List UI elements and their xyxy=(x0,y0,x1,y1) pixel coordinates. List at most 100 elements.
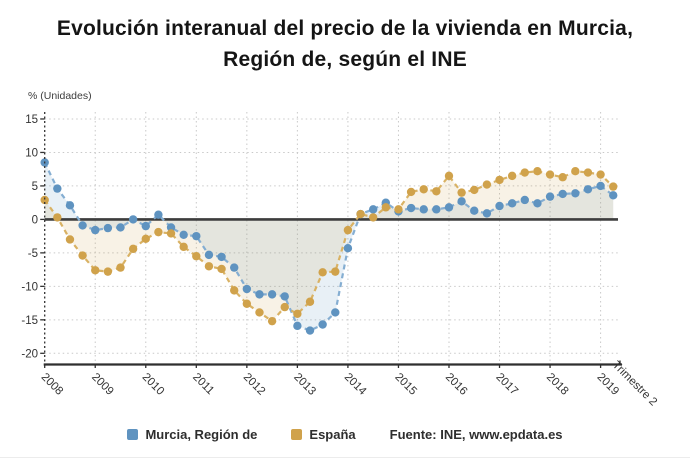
espana-data-point[interactable] xyxy=(381,203,391,212)
espana-data-point[interactable] xyxy=(571,166,580,176)
espana-data-point[interactable] xyxy=(444,171,454,181)
espana-data-point[interactable] xyxy=(356,209,365,219)
espana-data-point[interactable] xyxy=(305,297,315,306)
espana-data-point[interactable] xyxy=(343,225,353,235)
espana-data-point[interactable] xyxy=(507,171,517,181)
espana-data-point[interactable] xyxy=(179,242,188,252)
murcia-data-point[interactable] xyxy=(53,184,62,193)
espana-data-point[interactable] xyxy=(192,252,201,261)
murcia-data-point[interactable] xyxy=(571,189,580,198)
murcia-data-point[interactable] xyxy=(242,284,252,294)
espana-data-point[interactable] xyxy=(406,187,416,197)
espana-data-point[interactable] xyxy=(255,308,264,317)
murcia-data-point[interactable] xyxy=(128,215,138,224)
espana-data-point[interactable] xyxy=(495,175,504,185)
espana-data-point[interactable] xyxy=(141,234,150,244)
espana-data-point[interactable] xyxy=(394,205,403,214)
espana-data-point[interactable] xyxy=(331,267,340,276)
espana-data-point[interactable] xyxy=(91,266,100,275)
x-axis-tick-label: 2015 xyxy=(392,371,419,398)
espana-data-point[interactable] xyxy=(533,166,542,176)
y-axis-tick-label: 5 xyxy=(32,181,38,193)
espana-data-point[interactable] xyxy=(293,309,302,318)
murcia-data-point[interactable] xyxy=(507,199,517,208)
murcia-data-point[interactable] xyxy=(179,230,188,239)
murcia-data-point[interactable] xyxy=(293,321,302,331)
espana-data-point[interactable] xyxy=(482,180,492,189)
murcia-data-point[interactable] xyxy=(545,192,555,201)
espana-data-point[interactable] xyxy=(368,213,378,222)
murcia-data-point[interactable] xyxy=(406,203,416,213)
murcia-data-point[interactable] xyxy=(495,201,504,211)
espana-data-point[interactable] xyxy=(40,195,49,205)
espana-data-point[interactable] xyxy=(318,268,327,277)
legend-item-espana[interactable]: España xyxy=(291,427,356,442)
chart-title-line1: Evolución interanual del precio de la vi… xyxy=(56,17,634,40)
legend-item-murcia[interactable]: Murcia, Región de xyxy=(127,427,257,442)
murcia-data-point[interactable] xyxy=(217,252,226,262)
espana-data-point[interactable] xyxy=(280,302,289,312)
espana-data-point[interactable] xyxy=(457,188,466,197)
x-axis-tick-label: 2016 xyxy=(443,371,470,398)
murcia-data-point[interactable] xyxy=(91,225,100,235)
espana-data-point[interactable] xyxy=(545,170,555,179)
espana-data-point[interactable] xyxy=(128,244,138,254)
espana-data-point[interactable] xyxy=(65,235,75,244)
murcia-data-point[interactable] xyxy=(103,223,113,233)
espana-data-point[interactable] xyxy=(432,187,441,196)
murcia-data-point[interactable] xyxy=(78,221,87,230)
murcia-data-point[interactable] xyxy=(166,223,176,232)
espana-data-point[interactable] xyxy=(520,168,529,177)
murcia-data-point[interactable] xyxy=(583,185,593,194)
espana-data-point[interactable] xyxy=(217,264,226,274)
murcia-data-point[interactable] xyxy=(192,231,201,241)
murcia-data-point[interactable] xyxy=(141,221,150,231)
espana-data-point[interactable] xyxy=(230,286,239,295)
espana-data-point[interactable] xyxy=(154,227,163,237)
murcia-data-point[interactable] xyxy=(368,205,378,214)
espana-data-point[interactable] xyxy=(267,316,277,326)
chart-title: Evolución interanual del precio de la vi… xyxy=(0,13,690,75)
murcia-data-point[interactable] xyxy=(65,201,75,210)
murcia-data-point[interactable] xyxy=(596,181,605,191)
espana-data-point[interactable] xyxy=(583,168,593,177)
x-axis-tick-label: 2012 xyxy=(241,371,268,398)
chart-title-line2: Región de, según el INE xyxy=(223,48,467,71)
murcia-data-point[interactable] xyxy=(470,206,479,215)
y-axis-tick-label: 0 xyxy=(32,214,38,226)
espana-data-point[interactable] xyxy=(242,299,252,308)
y-axis-tick-label: -15 xyxy=(21,315,38,327)
x-axis-tick-label: 2010 xyxy=(140,371,167,398)
espana-data-point[interactable] xyxy=(596,170,605,179)
murcia-data-point[interactable] xyxy=(457,197,466,206)
murcia-data-point[interactable] xyxy=(444,203,454,212)
murcia-data-point[interactable] xyxy=(533,199,542,208)
espana-data-point[interactable] xyxy=(103,267,113,276)
murcia-data-point[interactable] xyxy=(419,205,428,214)
espana-data-point[interactable] xyxy=(470,185,479,195)
espana-data-point[interactable] xyxy=(609,182,618,191)
murcia-data-point[interactable] xyxy=(204,250,214,260)
murcia-data-point[interactable] xyxy=(432,205,441,214)
murcia-data-point[interactable] xyxy=(520,195,529,205)
murcia-data-point[interactable] xyxy=(230,263,239,272)
espana-data-point[interactable] xyxy=(204,262,214,271)
espana-data-point[interactable] xyxy=(116,263,125,272)
espana-data-point[interactable] xyxy=(558,173,567,182)
murcia-data-point[interactable] xyxy=(482,209,492,218)
espana-data-point[interactable] xyxy=(53,213,62,222)
murcia-data-point[interactable] xyxy=(609,191,618,200)
murcia-data-point[interactable] xyxy=(343,243,353,253)
espana-data-point[interactable] xyxy=(78,251,87,260)
murcia-data-point[interactable] xyxy=(280,292,289,301)
murcia-data-point[interactable] xyxy=(331,308,340,317)
murcia-data-point[interactable] xyxy=(267,290,277,299)
murcia-data-point[interactable] xyxy=(154,210,163,219)
murcia-data-point[interactable] xyxy=(558,189,567,199)
espana-data-point[interactable] xyxy=(166,229,176,238)
murcia-data-point[interactable] xyxy=(305,326,315,335)
murcia-data-point[interactable] xyxy=(255,290,264,299)
murcia-data-point[interactable] xyxy=(318,320,327,329)
murcia-data-point[interactable] xyxy=(116,223,125,232)
espana-data-point[interactable] xyxy=(419,185,428,194)
